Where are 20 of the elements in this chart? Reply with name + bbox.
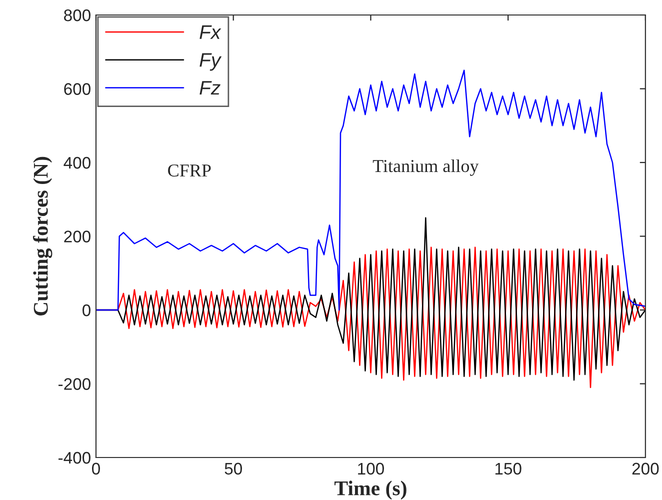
y-tick-label: 800	[64, 9, 90, 22]
legend-label: Fx	[200, 25, 222, 39]
annotation: CFRP	[168, 164, 211, 177]
y-tick-label: 200	[64, 230, 90, 242]
y-tick-label: -200	[58, 378, 90, 390]
y-tick-label: 600	[64, 83, 90, 95]
x-axis-title: Time (s)	[334, 480, 406, 500]
x-tick-label: 50	[224, 462, 242, 475]
annotation: Titanium alloy	[372, 159, 479, 176]
legend-label: Fz	[200, 81, 220, 95]
legend-label: Fy	[200, 53, 222, 71]
x-tick-label: 150	[495, 462, 522, 475]
x-tick-label: 0	[92, 462, 100, 475]
y-tick-label: 400	[64, 156, 90, 169]
y-axis-title: Cutting forces (N)	[32, 156, 52, 316]
y-tick-label: 0	[82, 304, 90, 316]
y-tick-label: -400	[58, 452, 90, 464]
x-tick-label: 200	[632, 462, 659, 475]
line-series	[96, 70, 646, 311]
x-tick-label: 100	[358, 462, 384, 475]
